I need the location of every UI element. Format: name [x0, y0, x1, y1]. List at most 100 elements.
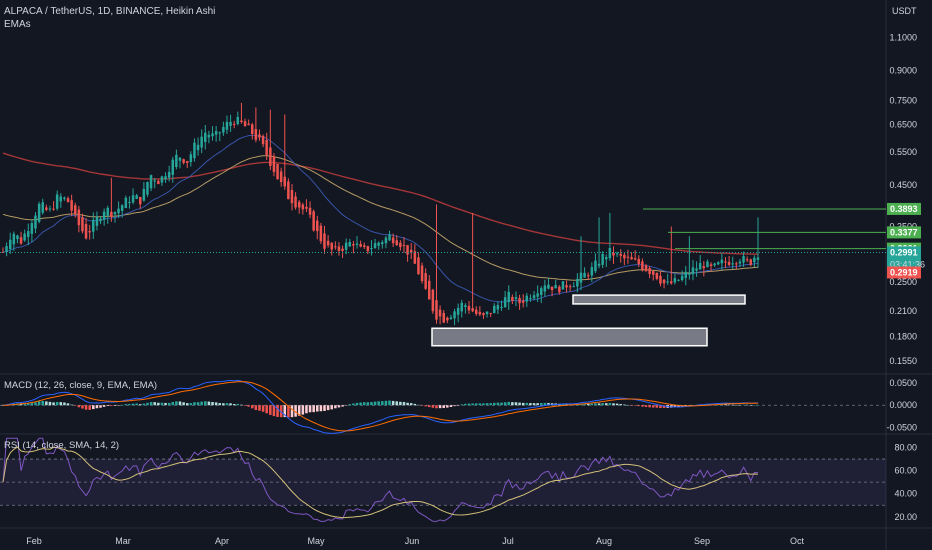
macd-histogram-bar: [605, 403, 608, 406]
candle-body: [301, 204, 305, 210]
x-tick-label: May: [307, 536, 325, 546]
macd-histogram-bar: [507, 401, 511, 406]
candle-body: [27, 231, 30, 237]
candle-body: [272, 156, 276, 172]
macd-histogram-bar: [240, 404, 243, 406]
rsi-line: [2, 437, 759, 522]
y-tick-label: 0.1800: [889, 331, 917, 341]
candle-body: [652, 271, 655, 275]
macd-histogram-bar: [482, 403, 485, 406]
macd-histogram-bar: [34, 402, 37, 406]
candle-body: [464, 305, 467, 307]
candle-body: [547, 284, 550, 289]
macd-histogram-bar: [756, 404, 760, 406]
candle-body: [594, 260, 597, 272]
candle-body: [48, 208, 52, 210]
macd-histogram-bar: [196, 402, 200, 406]
candle-body: [120, 205, 124, 211]
macd-histogram-bar: [626, 404, 630, 406]
macd-histogram-bar: [81, 405, 84, 409]
candle-body: [110, 211, 113, 217]
candle-body: [312, 211, 315, 231]
macd-histogram-bar: [265, 405, 268, 414]
macd-histogram-bar: [23, 403, 26, 406]
candle-body: [619, 253, 622, 256]
candle-body: [702, 266, 705, 269]
candle-body: [518, 297, 521, 304]
candle-body: [435, 300, 438, 320]
candle-body: [406, 245, 409, 255]
macd-histogram-bar: [565, 403, 568, 406]
candle-body: [670, 281, 673, 284]
candle-body: [738, 261, 742, 264]
macd-histogram-bar: [272, 405, 276, 417]
ema-mid-line: [2, 155, 759, 281]
macd-histogram-bar: [66, 403, 70, 406]
macd-histogram-bar: [648, 405, 651, 408]
candle-body: [554, 285, 557, 289]
candle-body: [756, 257, 760, 260]
candle-body: [601, 253, 604, 265]
macd-histogram-bar: [211, 402, 214, 406]
macd-histogram-bar: [225, 403, 229, 406]
candle-body: [608, 248, 612, 259]
candle-body: [171, 159, 174, 175]
candle-body: [9, 239, 12, 250]
macd-histogram-bar: [735, 404, 738, 406]
macd-histogram-bar: [391, 400, 395, 406]
candle-body: [565, 285, 568, 288]
macd-histogram-bar: [395, 401, 399, 406]
macd-histogram-bar: [388, 400, 391, 406]
macd-histogram-bar: [496, 402, 500, 406]
macd-histogram-bar: [84, 405, 88, 410]
candle-body: [648, 268, 651, 274]
candle-body: [287, 181, 290, 200]
candle-body: [590, 267, 594, 276]
x-tick-label: Oct: [790, 536, 805, 546]
macd-histogram-bar: [102, 405, 106, 407]
macd-histogram-bar: [449, 405, 453, 407]
macd-histogram-bar: [236, 403, 240, 406]
candle-body: [337, 246, 341, 251]
candle-body: [543, 285, 547, 292]
macd-histogram-bar: [511, 402, 514, 406]
macd-histogram-bar: [243, 405, 247, 406]
candle-body: [576, 278, 579, 287]
macd-histogram-bar: [171, 402, 175, 406]
macd-histogram-bar: [258, 405, 261, 411]
candle-body: [442, 313, 445, 323]
macd-histogram-bar: [630, 405, 633, 406]
macd-histogram-bar: [77, 405, 81, 408]
candle-body: [269, 147, 272, 166]
macd-histogram-bar: [612, 403, 615, 406]
ema-long-line: [2, 152, 759, 255]
candle-body: [579, 272, 583, 283]
candle-body: [164, 176, 167, 180]
candle-body: [258, 134, 261, 138]
candle-body: [558, 286, 561, 293]
rsi-label: RSI (14, close, SMA, 14, 2): [4, 440, 120, 451]
macd-histogram-bar: [164, 402, 167, 406]
candle-body: [186, 161, 189, 163]
rsi-y-tick: 80.00: [894, 443, 917, 453]
macd-histogram-bar: [261, 405, 265, 412]
macd-histogram-bar: [532, 403, 536, 406]
macd-histogram-bar: [417, 404, 420, 406]
candle-body: [88, 231, 91, 233]
candle-body: [5, 246, 8, 252]
candle-body: [359, 244, 362, 247]
candle-body: [500, 307, 503, 308]
price-tag-label: 0.3377: [890, 227, 918, 237]
macd-histogram-bar: [157, 402, 160, 406]
macd-histogram-bar: [117, 405, 120, 406]
macd-histogram-bar: [521, 402, 525, 406]
candle-body: [536, 293, 539, 297]
macd-histogram-bar: [641, 405, 644, 407]
macd-histogram-bar: [110, 405, 113, 407]
candle-body: [84, 224, 88, 239]
macd-histogram-bar: [424, 405, 427, 407]
macd-histogram-bar: [456, 405, 460, 406]
macd-histogram-bar: [193, 402, 196, 406]
candle-body: [633, 258, 637, 260]
macd-histogram-bar: [539, 403, 543, 406]
